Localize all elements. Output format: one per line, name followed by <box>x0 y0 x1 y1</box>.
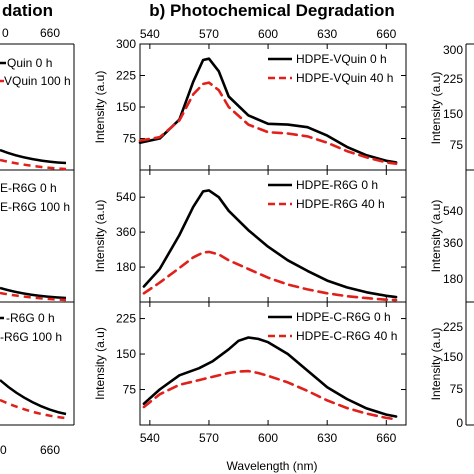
x-tick-label-bottom: 570 <box>199 431 219 445</box>
left-top-tick-1: 0 <box>2 26 9 40</box>
panel-1-ytick-label: 300 <box>116 37 136 51</box>
x-tick-label-bottom: 660 <box>376 431 396 445</box>
panel-2: 180 360 540 Intensity (a.u) HDPE-R6G 0 h HDPE… <box>93 169 407 303</box>
x-ticks: 540 540 570 570 600 600 630 630 660 660 <box>140 27 397 445</box>
x-tick-label-top: 570 <box>199 27 219 41</box>
series-line-1-2 <box>138 81 398 165</box>
series-line-1-1 <box>138 57 398 164</box>
left-legend-3a: -R6G 0 h <box>6 311 55 325</box>
left-curve-2b <box>0 291 67 302</box>
series-line-3-1 <box>142 336 398 418</box>
right-tick-2-1: 360 <box>443 236 463 250</box>
panel-2-ytick-label: 540 <box>116 190 136 204</box>
right-tick-2-2: 180 <box>443 272 463 286</box>
right-fragment: Intensity (a.u) Intensity (a.u) Intensit… <box>429 43 474 430</box>
right-ylabel-1: Intensity (a.u) <box>429 72 443 145</box>
right-tick-3-3: 0 <box>456 416 463 430</box>
panel-1-ytick-label: 75 <box>123 132 137 146</box>
panel-2-ytick-label: 360 <box>116 225 136 239</box>
panel-3-frame <box>139 301 407 426</box>
legend-label-1-2: HDPE-VQuin 40 h <box>296 71 393 85</box>
panel-3-ytick-label: 75 <box>123 383 137 397</box>
left-legend-2a: E-R6G 0 h <box>0 181 57 195</box>
right-tick-1-1: 225 <box>443 72 463 86</box>
legend-label-3-1: HDPE-C-R6G 0 h <box>296 310 391 324</box>
legend-label-1-1: HDPE-VQuin 0 h <box>296 52 387 66</box>
main-chart: b) Photochemical Degradation Wavelength … <box>93 1 407 473</box>
chart-title: b) Photochemical Degradation <box>149 1 395 20</box>
legend-label-2-1: HDPE-R6G 0 h <box>296 178 378 192</box>
panel-3-ytick-label: 225 <box>116 312 136 326</box>
panel-1-ytick-label: 225 <box>116 69 136 83</box>
panel-2-ytick-label: 180 <box>116 260 136 274</box>
left-legend-2b: E-R6G 100 h <box>0 200 70 214</box>
x-tick-label-bottom: 540 <box>140 431 160 445</box>
left-legend-1a: Quin 0 h <box>7 56 52 70</box>
panel-1-ylabel: Intensity (a.u) <box>93 71 107 144</box>
legend-label-3-2: HDPE-C-R6G 40 h <box>296 329 397 343</box>
right-tick-2-0: 540 <box>443 204 463 218</box>
left-fragment-title: dation <box>2 1 53 20</box>
left-fragment: dation 0 660 Quin 0 h VQuin 100 h E-R6G … <box>0 1 75 457</box>
x-tick-label-bottom: 600 <box>258 431 278 445</box>
series-line-2-2 <box>142 250 398 302</box>
x-axis-label: Wavelength (nm) <box>227 459 318 473</box>
panel-2-ylabel: Intensity (a.u) <box>93 200 107 273</box>
right-tick-1-2: 150 <box>443 107 463 121</box>
left-curve-1b <box>0 158 67 171</box>
series-line-2-1 <box>142 189 398 299</box>
x-tick-label-top: 630 <box>317 27 337 41</box>
left-curve-3b <box>0 398 67 420</box>
panel-1: 75 150 225 300 Intensity (a.u) HDPE-VQuin 0 h… <box>93 37 407 171</box>
left-bottom-tick-2: 660 <box>40 443 60 457</box>
x-tick-label-top: 540 <box>140 27 160 41</box>
right-tick-3-0: 225 <box>443 320 463 334</box>
panel-3: 75 150 225 Intensity (a.u) HDPE-C-R6G 0 h HDP… <box>93 301 407 426</box>
legend-label-2-2: HDPE-R6G 40 h <box>296 197 385 211</box>
left-legend-1b: VQuin 100 h <box>4 74 71 88</box>
right-tick-1-0: 300 <box>443 43 463 57</box>
series-line-3-2 <box>142 369 398 421</box>
right-ylabel-2: Intensity (a.u) <box>429 200 443 273</box>
left-legend-3b: -R6G 100 h <box>0 330 62 344</box>
right-tick-1-3: 75 <box>450 138 464 152</box>
x-tick-label-top: 600 <box>258 27 278 41</box>
x-tick-label-top: 660 <box>376 27 396 41</box>
left-curve-1a <box>0 148 67 165</box>
right-tick-3-2: 75 <box>450 382 464 396</box>
panel-3-ylabel: Intensity (a.u) <box>93 327 107 400</box>
panel-1-ytick-label: 150 <box>116 100 136 114</box>
left-curve-3a <box>0 379 67 416</box>
x-tick-label-bottom: 630 <box>317 431 337 445</box>
panel-3-ytick-label: 150 <box>116 347 136 361</box>
left-bottom-tick-1: 0 <box>0 443 7 457</box>
right-ylabel-3: Intensity (a.u) <box>429 328 443 401</box>
right-tick-3-1: 150 <box>443 350 463 364</box>
left-curve-2a <box>0 286 67 300</box>
panels: 75 150 225 300 Intensity (a.u) HDPE-VQuin 0 h… <box>93 37 407 426</box>
left-top-tick-2: 660 <box>40 26 60 40</box>
